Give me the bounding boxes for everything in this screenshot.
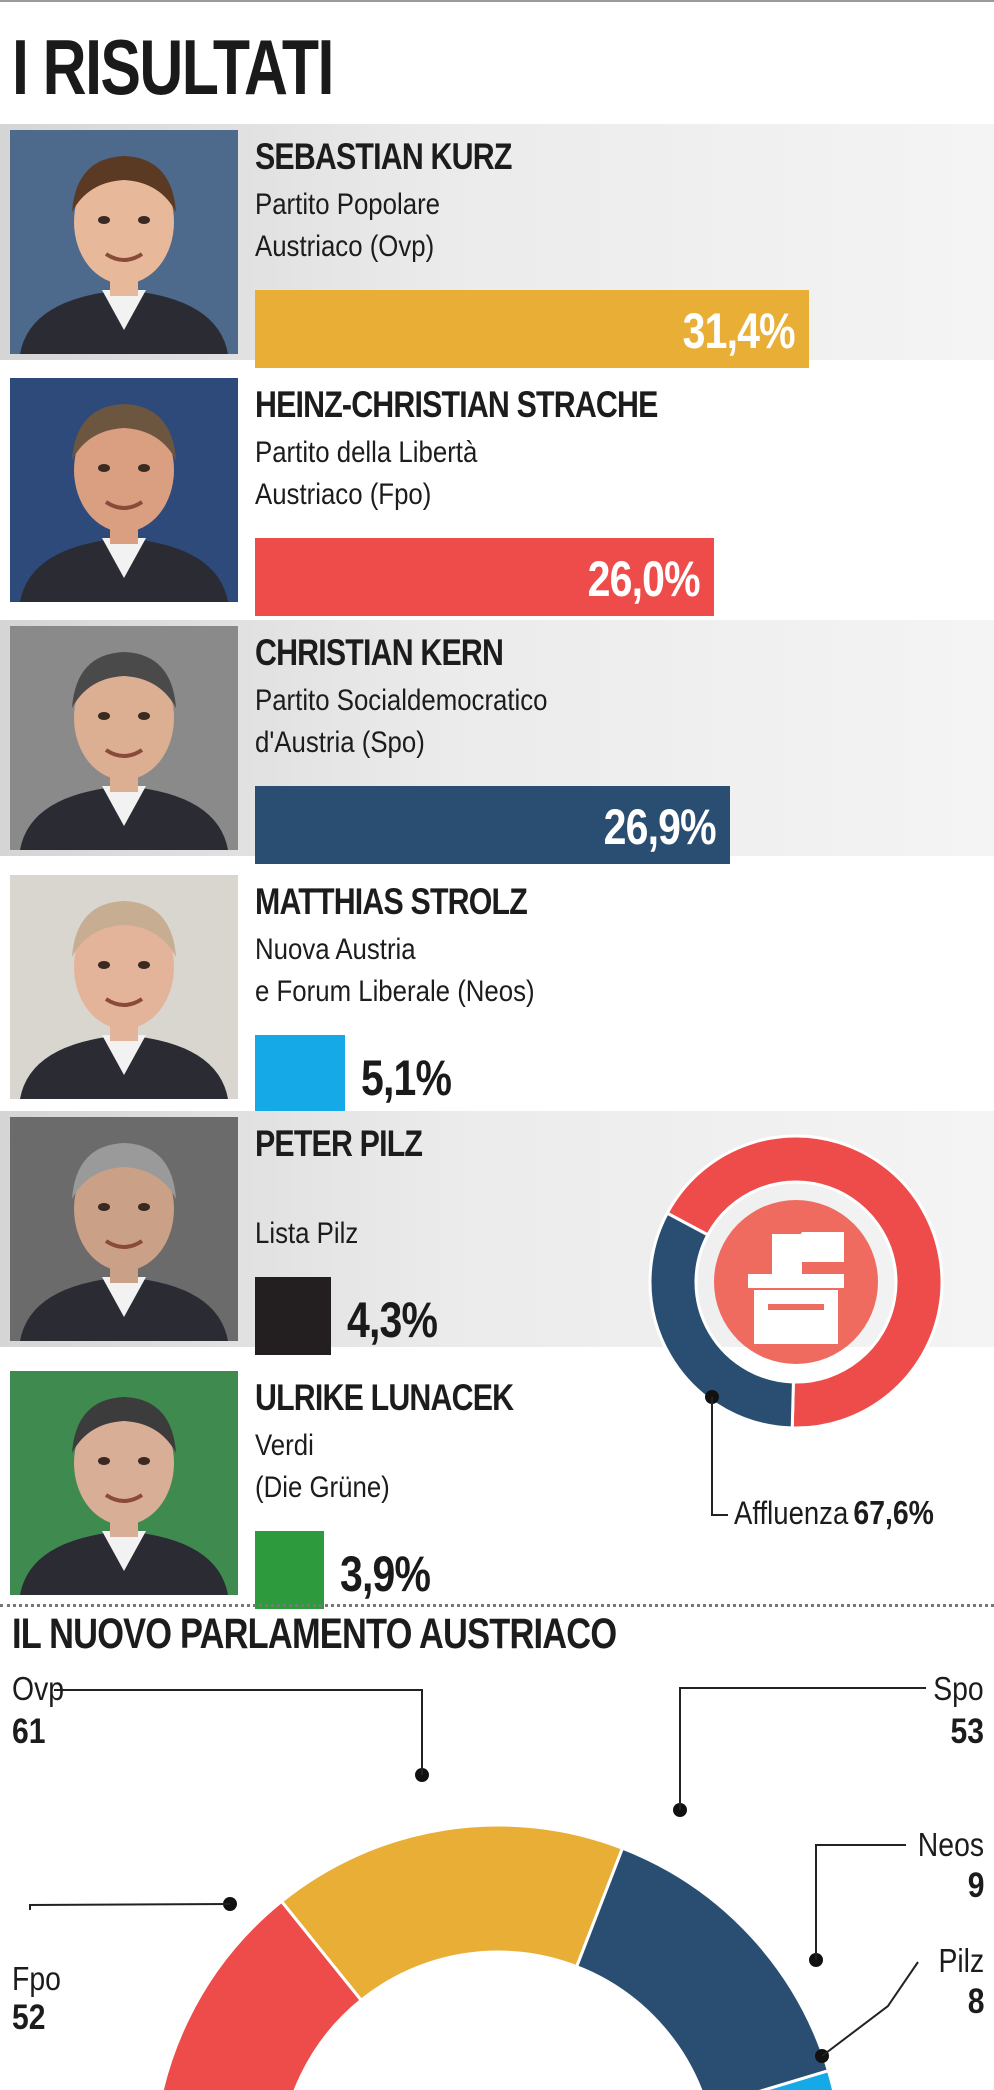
seat-leader-dot <box>223 1897 237 1911</box>
seat-segment <box>759 2068 836 2090</box>
candidate-name: MATTHIAS STROLZ <box>255 881 528 922</box>
top-rule <box>0 0 994 2</box>
result-bar: 26,9% <box>255 786 730 864</box>
seat-party-label: Neos <box>917 1826 984 1863</box>
candidate-name: ULRIKE LUNACEK <box>255 1377 514 1418</box>
candidate-row: PETER PILZ Lista Pilz 4,3% <box>0 1111 994 1355</box>
parliament-title: IL NUOVO PARLAMENTO AUSTRIACO <box>12 1610 617 1658</box>
candidate-name: PETER PILZ <box>255 1123 423 1164</box>
seat-leader-dot <box>673 1803 687 1817</box>
candidate-party: Nuova Austria e Forum Liberale (Neos) <box>255 933 535 1008</box>
seat-leader-dot <box>815 2049 829 2063</box>
candidate-row: HEINZ-CHRISTIAN STRACHE Partito della Lib… <box>0 372 994 616</box>
candidate-party: Lista Pilz <box>255 1217 359 1250</box>
seat-leader-line <box>54 1689 423 1775</box>
candidate-photo <box>10 130 238 354</box>
candidate-name: HEINZ-CHRISTIAN STRACHE <box>255 384 658 425</box>
candidate-row: SEBASTIAN KURZ Partito Popolare Austriaco… <box>0 124 994 368</box>
turnout-value: 67,6% <box>853 1494 934 1531</box>
seat-segment <box>160 1899 364 2090</box>
page-title: I RISULTATI <box>12 23 334 111</box>
result-value: 5,1% <box>361 1050 452 1106</box>
seat-leader-dot <box>809 1953 823 1967</box>
seat-party-label: Ovp <box>12 1670 65 1707</box>
result-value: 3,9% <box>340 1546 431 1602</box>
section-divider <box>0 1604 994 1607</box>
result-value: 31,4% <box>682 303 796 359</box>
seat-leader-dot <box>415 1768 429 1782</box>
result-value: 26,0% <box>587 551 701 607</box>
candidate-party: Partito Popolare Austriaco (Ovp) <box>255 188 441 263</box>
candidate-party: Partito della Libertà Austriaco (Fpo) <box>255 436 478 511</box>
result-value: 26,9% <box>603 799 717 855</box>
seat-count: 8 <box>967 1982 984 2021</box>
seat-segment <box>574 1846 831 2090</box>
result-bar: 26,0% <box>255 538 714 616</box>
candidate-row: ULRIKE LUNACEK Verdi (Die Grüne) 3,9% <box>0 1365 994 1609</box>
candidate-photo <box>10 1371 238 1595</box>
result-bar <box>255 1035 345 1113</box>
candidate-row: MATTHIAS STROLZ Nuova Austria e Forum Lib… <box>0 869 994 1113</box>
result-bar <box>255 1277 331 1355</box>
result-bar: 31,4% <box>255 290 809 368</box>
candidate-name: CHRISTIAN KERN <box>255 632 504 673</box>
seat-leader-line <box>679 1687 926 1810</box>
seat-leader-line <box>815 1844 906 1960</box>
seat-party-label: Pilz <box>938 1942 984 1979</box>
result-value: 4,3% <box>347 1292 438 1348</box>
candidate-photo <box>10 378 238 602</box>
seat-party-label: Fpo <box>12 1960 61 1997</box>
seat-count: 53 <box>950 1712 984 1751</box>
seat-count: 61 <box>12 1712 46 1751</box>
turnout-label-text: Affluenza <box>734 1495 849 1531</box>
seat-segment <box>279 1823 625 2003</box>
seat-count: 52 <box>12 1998 46 2037</box>
candidate-photo <box>10 1117 238 1341</box>
seat-party-label: Spo <box>933 1670 984 1707</box>
seat-leader-line <box>29 1903 231 1910</box>
candidate-party: Verdi (Die Grüne) <box>255 1429 390 1504</box>
turnout-label: Affluenza 67,6% <box>734 1494 934 1532</box>
candidate-name: SEBASTIAN KURZ <box>255 136 512 177</box>
candidate-photo <box>10 626 238 850</box>
seat-count: 9 <box>967 1866 984 1905</box>
candidate-photo <box>10 875 238 1099</box>
candidate-party: Partito Socialdemocratico d'Austria (Spo… <box>255 684 548 759</box>
candidate-row: CHRISTIAN KERN Partito Socialdemocratico … <box>0 620 994 864</box>
result-bar <box>255 1531 324 1609</box>
seat-leader-line <box>821 1961 919 2057</box>
